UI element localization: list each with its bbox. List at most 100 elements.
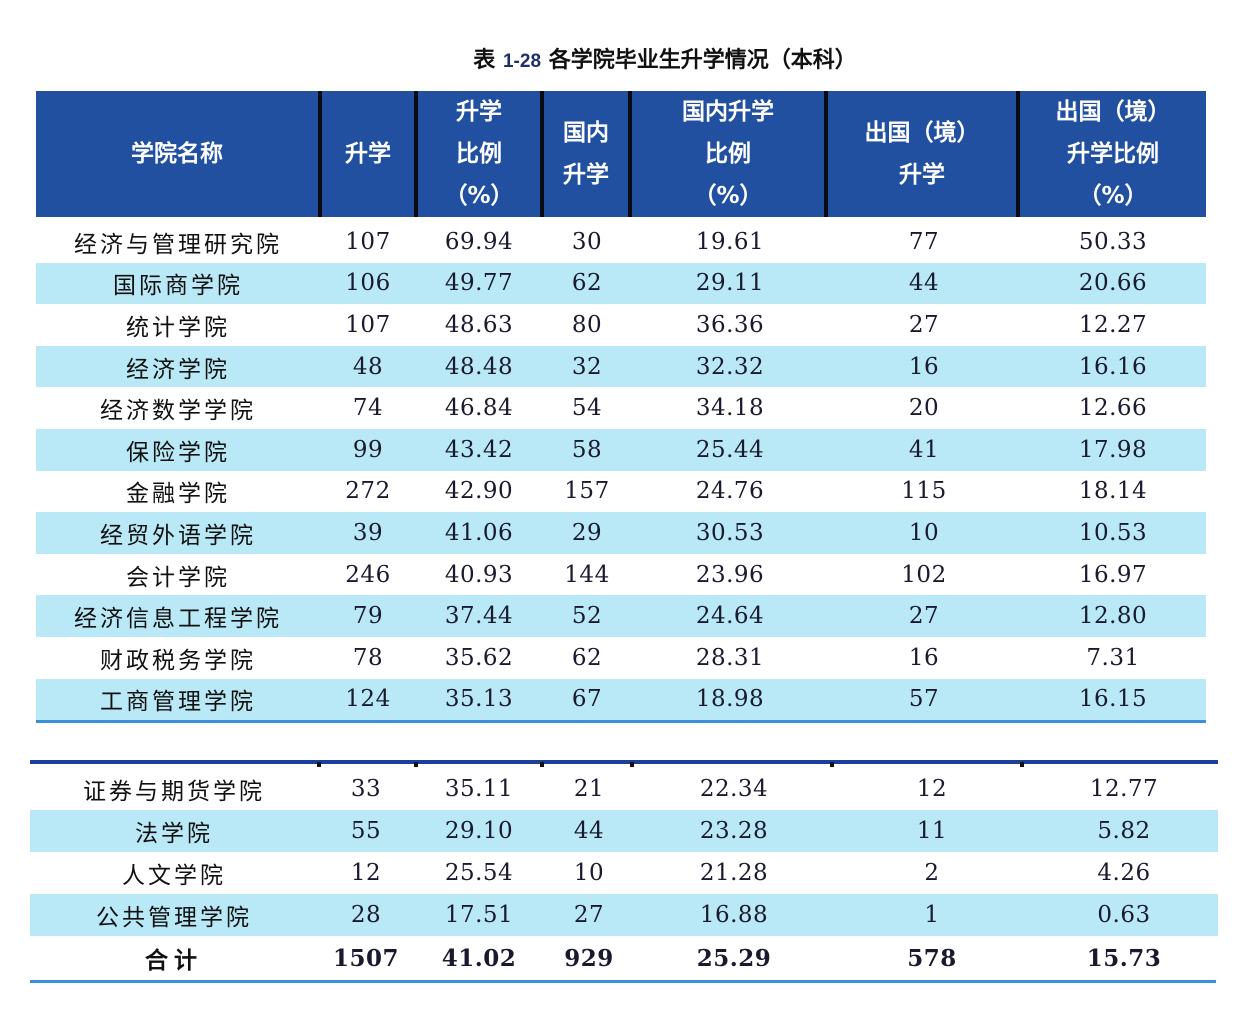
cell-abroad-ratio: 20.66 xyxy=(1078,270,1148,297)
cell-total: 124 xyxy=(345,686,391,713)
cell-total: 107 xyxy=(345,311,391,338)
table-row: 经济数学学院 74 46.84 54 34.18 20 12.66 xyxy=(36,387,1206,429)
cell-name: 保险学院 xyxy=(126,439,230,466)
table-row: 金融学院 272 42.90 157 24.76 115 18.14 xyxy=(36,471,1206,513)
cell-abroad-ratio: 4.26 xyxy=(1097,860,1151,886)
cell-total-ratio: 35.62 xyxy=(444,644,514,671)
cell-abroad-ratio: 12.77 xyxy=(1089,776,1159,802)
cell-domestic-ratio: 24.76 xyxy=(695,478,765,505)
cell-total-ratio: 37.44 xyxy=(444,603,514,630)
cell-total: 99 xyxy=(352,436,384,463)
cell-abroad-ratio: 10.53 xyxy=(1078,519,1148,546)
table-row: 财政税务学院 78 35.62 62 28.31 16 7.31 xyxy=(36,637,1206,679)
cell-domestic: 27 xyxy=(573,902,605,928)
cell-domestic: 58 xyxy=(571,436,603,463)
cell-name: 法学院 xyxy=(135,821,213,847)
cell-total-ratio: 25.54 xyxy=(444,860,514,886)
cell-abroad: 44 xyxy=(908,270,940,297)
col-tick xyxy=(540,762,544,767)
cell-total-ratio: 29.10 xyxy=(444,818,514,844)
cell-domestic: 10 xyxy=(573,860,605,886)
cell-domestic-ratio: 28.31 xyxy=(695,644,765,671)
table-row: 公共管理学院 28 17.51 27 16.88 1 0.63 xyxy=(30,894,1218,936)
cell-name: 经济与管理研究院 xyxy=(74,231,282,258)
cell-abroad-ratio: 12.80 xyxy=(1078,603,1148,630)
cell-domestic-ratio: 32.32 xyxy=(695,353,765,380)
table-body-part1: 经济与管理研究院 107 69.94 30 19.61 77 50.33 国际商学院 106 49… xyxy=(36,221,1206,721)
cell-name: 国际商学院 xyxy=(113,273,243,300)
cell-domestic: 21 xyxy=(573,776,605,802)
cell-domestic: 62 xyxy=(571,644,603,671)
cell-total: 78 xyxy=(352,644,384,671)
cell-abroad: 41 xyxy=(908,436,940,463)
table-title-text: 各学院毕业生升学情况（本科） xyxy=(548,48,857,73)
cell-abroad: 27 xyxy=(908,311,940,338)
cell-total: 107 xyxy=(345,228,391,255)
total-cell-total: 1507 xyxy=(332,944,399,972)
cell-abroad-ratio: 16.15 xyxy=(1078,686,1148,713)
cell-abroad: 12 xyxy=(916,776,948,802)
cell-total-ratio: 17.51 xyxy=(444,902,514,928)
table-header: 学院名称 升学 升学 比例 （%） 国内 升学 国内升学 比例 （%） 出国（境） 升学出… xyxy=(36,91,1206,217)
cell-total: 246 xyxy=(345,561,391,588)
total-cell-domestic: 929 xyxy=(564,944,614,972)
cell-total: 48 xyxy=(352,353,384,380)
table-row: 经济信息工程学院 79 37.44 52 24.64 27 12.80 xyxy=(36,595,1206,637)
cell-abroad: 57 xyxy=(908,686,940,713)
cell-total-ratio: 46.84 xyxy=(444,395,514,422)
part1-bottom-rule xyxy=(36,720,1206,723)
cell-domestic-ratio: 25.44 xyxy=(695,436,765,463)
col-tick xyxy=(630,762,634,767)
cell-domestic-ratio: 23.28 xyxy=(699,818,769,844)
cell-total-ratio: 35.13 xyxy=(444,686,514,713)
cell-total-ratio: 48.48 xyxy=(444,353,514,380)
cell-abroad-ratio: 12.66 xyxy=(1078,395,1148,422)
cell-total-ratio: 48.63 xyxy=(444,311,514,338)
cell-abroad-ratio: 50.33 xyxy=(1078,228,1148,255)
cell-total-ratio: 41.06 xyxy=(444,519,514,546)
cell-domestic: 32 xyxy=(571,353,603,380)
cell-abroad: 16 xyxy=(908,644,940,671)
cell-total: 74 xyxy=(352,395,384,422)
cell-name: 公共管理学院 xyxy=(96,905,252,931)
table-row: 统计学院 107 48.63 80 36.36 27 12.27 xyxy=(36,304,1206,346)
cell-name: 证券与期货学院 xyxy=(83,779,265,805)
table-body-part2: 证券与期货学院 33 35.11 21 22.34 12 12.77 法学院 55 29.10 44… xyxy=(30,768,1218,980)
table-title: 表 1-28 各学院毕业生升学情况（本科） xyxy=(0,42,1252,74)
cell-name: 工商管理学院 xyxy=(100,689,256,716)
cell-total: 272 xyxy=(345,478,391,505)
cell-name: 经济数学学院 xyxy=(100,398,256,425)
cell-domestic: 44 xyxy=(573,818,605,844)
cell-abroad: 2 xyxy=(924,860,940,886)
cell-domestic-ratio: 29.11 xyxy=(695,270,765,297)
cell-total-ratio: 35.11 xyxy=(444,776,514,802)
cell-total: 33 xyxy=(350,776,382,802)
table-row: 会计学院 246 40.93 144 23.96 102 16.97 xyxy=(36,554,1206,596)
total-cell-abroad: 578 xyxy=(907,944,957,972)
cell-abroad: 11 xyxy=(916,818,948,844)
table-row: 法学院 55 29.10 44 23.28 11 5.82 xyxy=(30,810,1218,852)
cell-name: 金融学院 xyxy=(126,481,230,508)
cell-domestic: 144 xyxy=(564,561,610,588)
cell-total-ratio: 43.42 xyxy=(444,436,514,463)
cell-abroad: 10 xyxy=(908,519,940,546)
cell-domestic: 52 xyxy=(571,603,603,630)
table-bottom-rule xyxy=(30,980,1216,983)
cell-abroad: 77 xyxy=(908,228,940,255)
cell-domestic-ratio: 23.96 xyxy=(695,561,765,588)
cell-abroad-ratio: 18.14 xyxy=(1078,478,1148,505)
cell-name: 经济信息工程学院 xyxy=(74,606,282,633)
cell-abroad-ratio: 12.27 xyxy=(1078,311,1148,338)
total-cell-abroad-ratio: 15.73 xyxy=(1086,944,1162,972)
cell-domestic-ratio: 24.64 xyxy=(695,603,765,630)
total-row: 合计 1507 41.02 929 25.29 578 15.73 xyxy=(30,936,1218,980)
cell-name: 人文学院 xyxy=(122,863,226,889)
table-row: 经济与管理研究院 107 69.94 30 19.61 77 50.33 xyxy=(36,221,1206,263)
table-title-number: 1-28 xyxy=(502,51,542,72)
cell-abroad: 27 xyxy=(908,603,940,630)
column-header-total-ratio: 升学 比例 （%） xyxy=(418,91,544,217)
col-tick xyxy=(414,762,418,767)
table-row: 国际商学院 106 49.77 62 29.11 44 20.66 xyxy=(36,262,1206,305)
column-header-domestic-ratio: 国内升学 比例 （%） xyxy=(632,91,828,217)
cell-abroad-ratio: 0.63 xyxy=(1097,902,1151,928)
